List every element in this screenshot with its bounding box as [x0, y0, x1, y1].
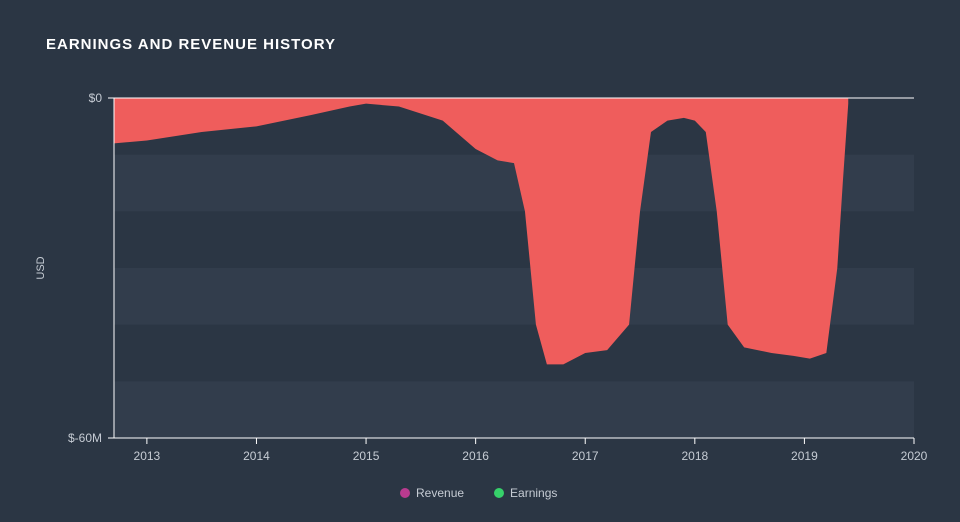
svg-text:2014: 2014 [243, 449, 270, 463]
legend-label-revenue: Revenue [416, 486, 464, 500]
svg-text:2018: 2018 [681, 449, 708, 463]
svg-text:2015: 2015 [353, 449, 380, 463]
svg-text:$0: $0 [89, 91, 103, 105]
svg-text:$-60M: $-60M [68, 431, 102, 445]
svg-text:2013: 2013 [134, 449, 161, 463]
svg-text:2019: 2019 [791, 449, 818, 463]
earnings-swatch-icon [494, 488, 504, 498]
svg-text:2017: 2017 [572, 449, 599, 463]
legend: Revenue Earnings [400, 486, 557, 500]
chart-svg: 2013 2014 2015 2016 2017 2018 2019 2020 $0 $-60M U… [0, 0, 960, 522]
legend-item-revenue: Revenue [400, 486, 464, 500]
legend-label-earnings: Earnings [510, 486, 557, 500]
svg-text:2016: 2016 [462, 449, 489, 463]
svg-text:2020: 2020 [901, 449, 928, 463]
legend-item-earnings: Earnings [494, 486, 557, 500]
svg-text:USD: USD [35, 256, 47, 279]
revenue-swatch-icon [400, 488, 410, 498]
page-root: EARNINGS AND REVENUE HISTORY 20132014201… [0, 0, 960, 522]
